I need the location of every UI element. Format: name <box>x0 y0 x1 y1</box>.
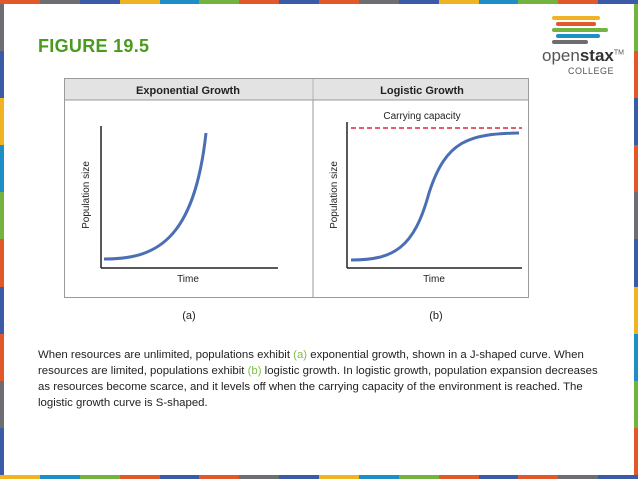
right-border-stripe <box>634 4 638 475</box>
border-segment <box>358 475 399 479</box>
caption-part-1: When resources are unlimited, population… <box>38 349 294 361</box>
border-segment <box>319 475 359 479</box>
carrying-capacity-label: Carrying capacity <box>383 111 460 122</box>
border-segment <box>279 475 319 479</box>
border-segment <box>518 475 559 479</box>
border-segment <box>438 0 479 4</box>
border-segment <box>79 475 120 479</box>
left-border-stripe <box>0 4 4 475</box>
border-segment <box>398 0 439 4</box>
border-segment <box>634 4 638 52</box>
border-segment <box>0 333 4 381</box>
panel-a-title: Exponential Growth <box>136 85 240 97</box>
logo-trademark: TM <box>613 49 624 57</box>
logo-wordmark: openstaxTM <box>542 46 624 66</box>
border-segment <box>518 0 559 4</box>
logistic-curve <box>350 131 520 262</box>
logo-bar <box>556 34 600 38</box>
border-segment <box>438 475 479 479</box>
border-segment <box>398 475 439 479</box>
caption-ref-a: (a) <box>293 349 308 361</box>
bottom-border-stripe <box>0 475 638 479</box>
border-segment <box>239 475 280 479</box>
border-segment <box>598 0 638 4</box>
border-segment <box>0 98 4 146</box>
border-segment <box>0 51 4 99</box>
caption-ref-b: (b) <box>247 365 262 377</box>
logo-bar <box>552 28 608 32</box>
border-segment <box>0 475 40 479</box>
logo-wordmark-stax: stax <box>579 46 614 65</box>
caption-part-3: logistic growth. In logistic growth, pop… <box>38 365 598 409</box>
border-segment <box>279 0 319 4</box>
panel-a-label: (a) <box>182 310 195 322</box>
figure-title: FIGURE 19.5 <box>38 36 150 56</box>
border-segment <box>634 427 638 475</box>
border-segment <box>239 0 280 4</box>
border-segment <box>0 239 4 287</box>
figure-frame <box>64 78 529 298</box>
border-segment <box>478 0 519 4</box>
panel-b-title: Logistic Growth <box>380 85 464 97</box>
caption-part-2: exponential growth, shown in a J-shaped … <box>38 349 584 377</box>
border-segment <box>558 475 599 479</box>
border-segment <box>478 475 519 479</box>
border-segment <box>634 380 638 428</box>
logo-bar <box>552 16 600 20</box>
border-segment <box>634 192 638 240</box>
border-segment <box>634 333 638 381</box>
border-segment <box>598 475 638 479</box>
openstax-logo-icon <box>552 16 608 46</box>
panel-a-header-bg <box>65 79 312 100</box>
border-segment <box>119 0 160 4</box>
border-segment <box>199 475 240 479</box>
logo-wordmark-open: open <box>542 46 580 65</box>
border-segment <box>199 0 240 4</box>
border-segment <box>558 0 599 4</box>
border-segment <box>0 145 4 193</box>
panel-b-header-bg <box>314 79 528 100</box>
logo-subtitle: COLLEGE <box>568 66 615 76</box>
border-segment <box>634 145 638 193</box>
panel-b-xlabel: Time <box>423 274 445 285</box>
figure-caption: When resources are unlimited, population… <box>38 347 608 411</box>
border-segment <box>319 0 359 4</box>
border-segment <box>0 4 4 52</box>
border-segment <box>0 192 4 240</box>
panel-a-ylabel: Population size <box>81 161 92 229</box>
border-segment <box>358 0 399 4</box>
border-segment <box>119 475 160 479</box>
panel-b-label: (b) <box>429 310 442 322</box>
exponential-curve <box>103 132 208 261</box>
border-segment <box>634 286 638 334</box>
border-segment <box>634 239 638 287</box>
logo-bar <box>556 22 596 26</box>
border-segment <box>79 0 120 4</box>
border-segment <box>0 0 40 4</box>
border-segment <box>634 51 638 99</box>
border-segment <box>159 0 200 4</box>
border-segment <box>159 475 200 479</box>
border-segment <box>39 0 80 4</box>
growth-figure: Exponential Growth Population size Time … <box>64 78 529 322</box>
border-segment <box>0 380 4 428</box>
logo-bar <box>552 40 588 44</box>
border-segment <box>39 475 80 479</box>
border-segment <box>0 286 4 334</box>
panel-a-xlabel: Time <box>177 274 199 285</box>
openstax-logo: openstaxTM COLLEGE <box>540 16 630 76</box>
border-segment <box>0 427 4 475</box>
top-border-stripe <box>0 0 638 4</box>
panel-b-ylabel: Population size <box>329 161 340 229</box>
border-segment <box>634 98 638 146</box>
